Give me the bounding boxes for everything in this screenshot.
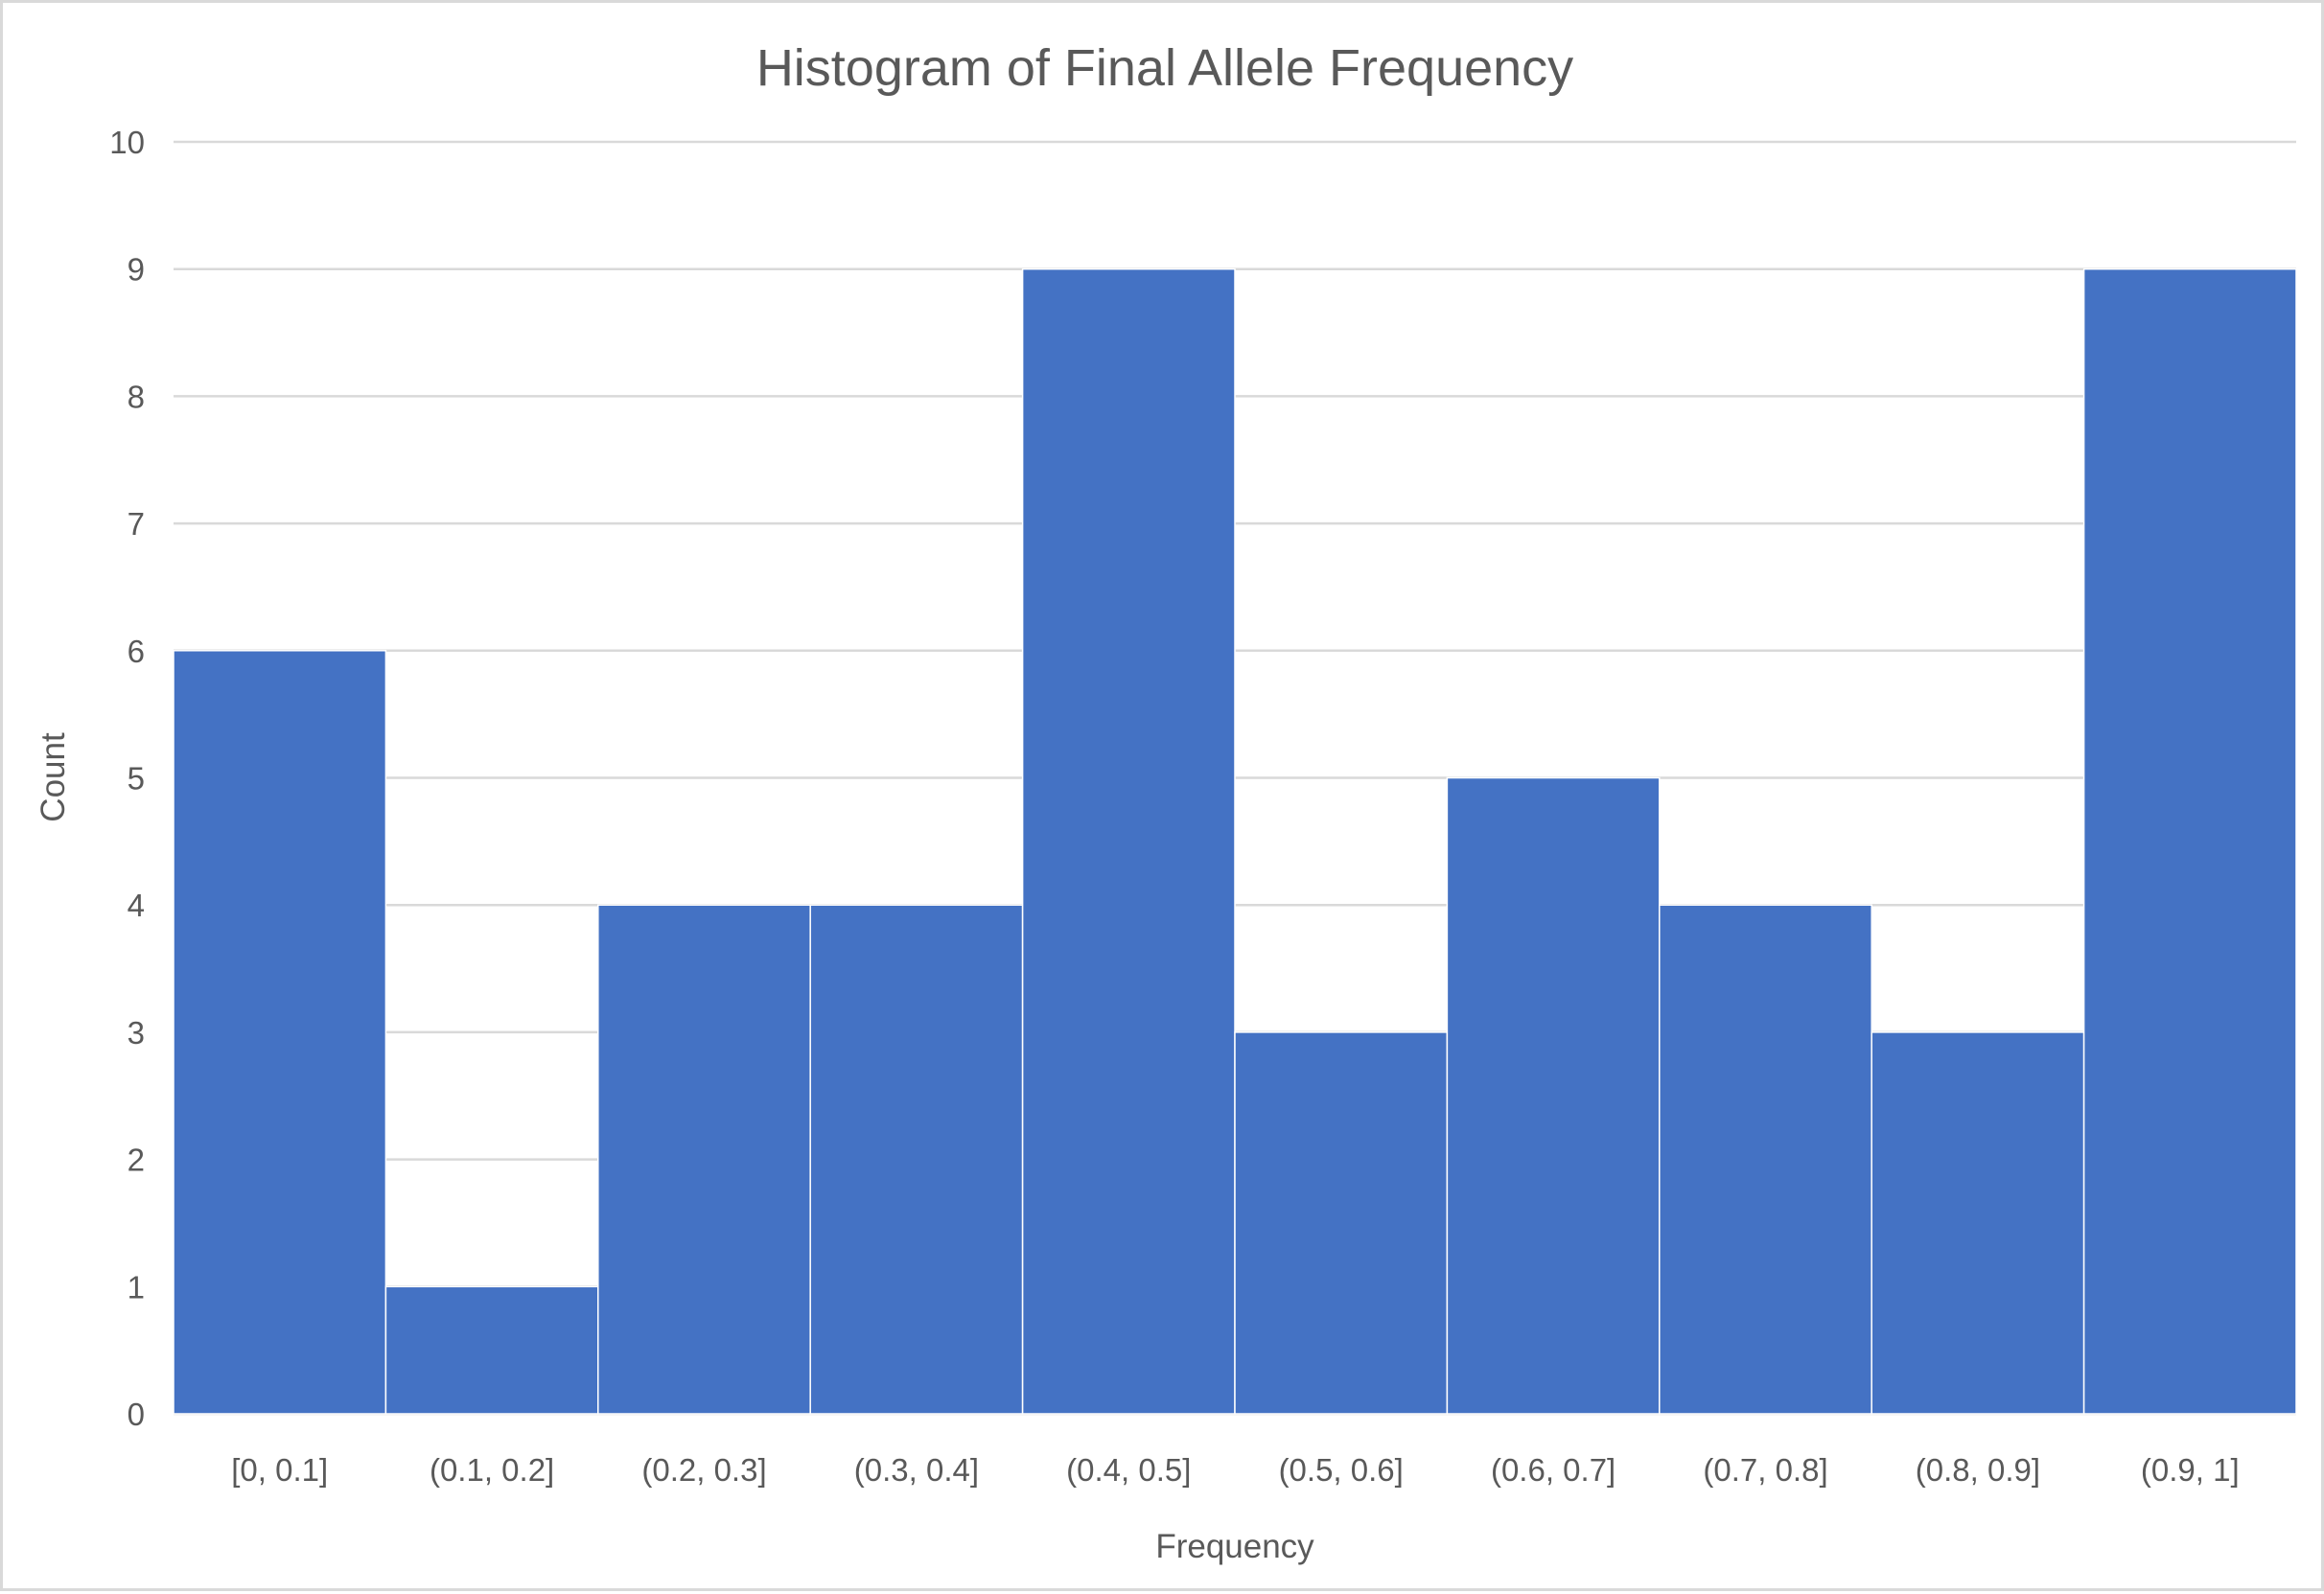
chart-title: Histogram of Final Allele Frequency	[756, 39, 1573, 97]
y-tick-label: 6	[128, 634, 145, 669]
bar-3	[809, 904, 1024, 1415]
histogram-chart: Histogram of Final Allele Frequency 0 1 2 3…	[35, 39, 2297, 1565]
bar-4	[1021, 267, 1236, 1415]
bar-5	[1234, 1031, 1449, 1415]
y-tick-label: 2	[128, 1143, 145, 1178]
bar-8	[1871, 1031, 2085, 1415]
y-tick-label: 8	[128, 379, 145, 414]
x-tick-label: (0.8, 0.9]	[1916, 1452, 2040, 1488]
x-tick-label: (0.7, 0.8]	[1703, 1452, 1827, 1488]
y-tick-label: 10	[109, 125, 145, 160]
bar-9	[2082, 267, 2297, 1415]
x-axis-ticks: [0, 0.1] (0.1, 0.2] (0.2, 0.3] (0.3, 0.4] (0…	[231, 1452, 2239, 1488]
y-axis-title: Count	[35, 732, 72, 822]
x-axis-title: Frequency	[1155, 1528, 1314, 1565]
x-tick-label: (0.9, 1]	[2141, 1452, 2240, 1488]
y-tick-label: 9	[128, 252, 145, 288]
x-tick-label: (0.1, 0.2]	[430, 1452, 554, 1488]
y-tick-label: 5	[128, 761, 145, 797]
x-tick-label: (0.3, 0.4]	[854, 1452, 979, 1488]
bar-2	[597, 904, 811, 1415]
bars	[173, 267, 2297, 1415]
y-tick-label: 3	[128, 1015, 145, 1051]
y-axis-ticks: 0 1 2 3 4 5 6 7 8 9 10	[109, 125, 145, 1432]
y-tick-label: 0	[128, 1397, 145, 1432]
x-tick-label: (0.6, 0.7]	[1491, 1452, 1615, 1488]
x-tick-label: (0.4, 0.5]	[1066, 1452, 1191, 1488]
x-tick-label: (0.5, 0.6]	[1279, 1452, 1404, 1488]
x-tick-label: [0, 0.1]	[231, 1452, 328, 1488]
x-tick-label: (0.2, 0.3]	[641, 1452, 766, 1488]
y-tick-label: 4	[128, 888, 145, 923]
bar-1	[384, 1285, 599, 1415]
bar-7	[1659, 904, 1872, 1415]
bar-0	[173, 650, 387, 1415]
y-tick-label: 1	[128, 1269, 145, 1305]
y-tick-label: 7	[128, 506, 145, 542]
bar-6	[1446, 776, 1661, 1415]
